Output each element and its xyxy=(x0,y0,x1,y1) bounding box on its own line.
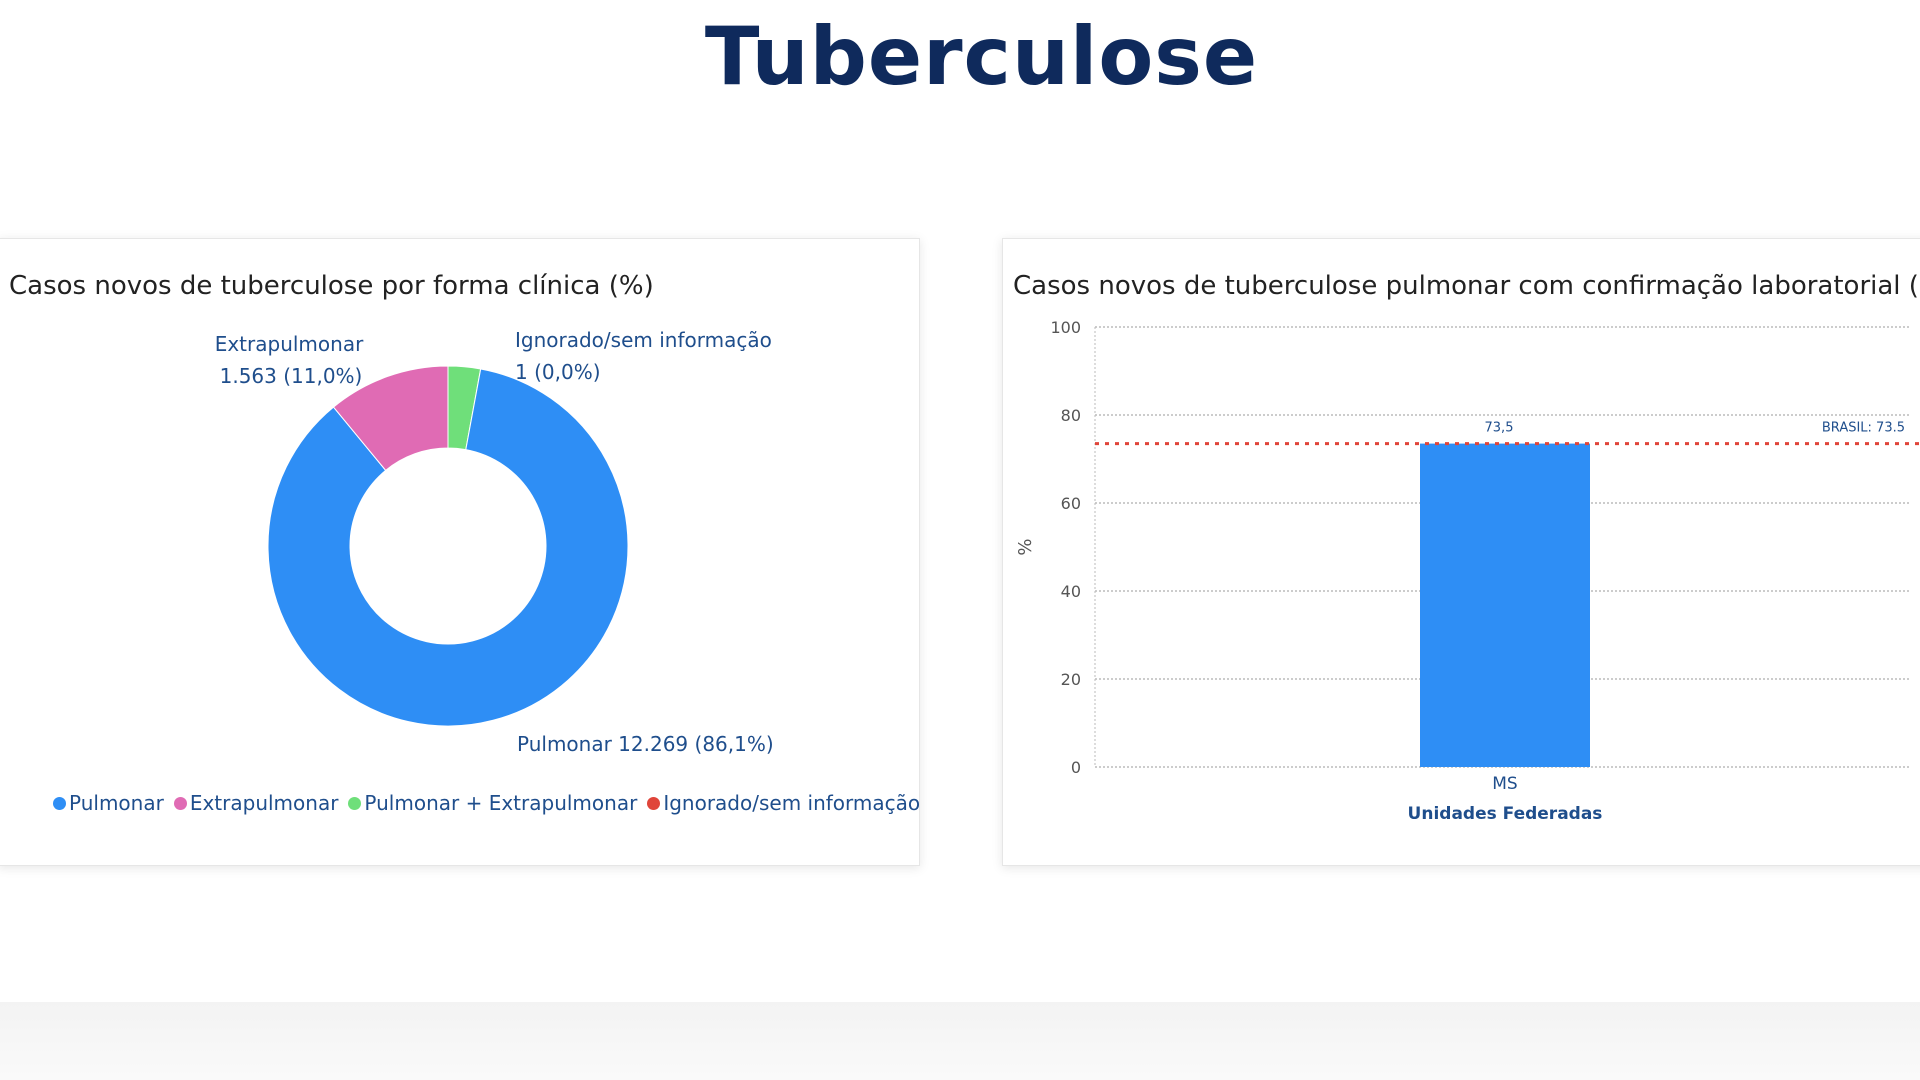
donut-legend: Pulmonar Extrapulmonar Pulmonar + Extrapul… xyxy=(53,791,920,815)
legend-dot xyxy=(53,796,66,810)
bar-value-label: 73,5 xyxy=(1485,421,1514,436)
x-axis-label: Unidades Federadas xyxy=(1408,804,1603,824)
label-pulmonar: Pulmonar 12.269 (86,1%) xyxy=(517,732,774,756)
legend-dot xyxy=(173,796,187,810)
y-tick-label: 0 xyxy=(1071,758,1081,777)
bar-chart-title: Casos novos de tuberculose pulmonar com … xyxy=(1013,271,1920,301)
legend-item-pulmonar[interactable]: Pulmonar xyxy=(53,791,164,815)
page-title: Tuberculose xyxy=(704,10,1259,103)
y-tick-label: 100 xyxy=(1050,318,1081,337)
x-tick-label: MS xyxy=(1492,774,1517,794)
legend-item-extrapulmonar[interactable]: Extrapulmonar xyxy=(173,791,339,815)
legend-label: Pulmonar + Extrapulmonar xyxy=(364,791,638,815)
legend-label: Pulmonar xyxy=(69,791,164,815)
legend-label: Extrapulmonar xyxy=(189,791,339,815)
y-tick-label: 40 xyxy=(1061,582,1081,601)
legend-item-ignorado-sem-informa-o[interactable]: Ignorado/sem informação xyxy=(647,791,920,815)
legend-label: Ignorado/sem informação xyxy=(663,791,921,815)
donut-chart-title: Casos novos de tuberculose por forma clí… xyxy=(9,271,654,301)
bar-ms[interactable] xyxy=(1420,443,1590,767)
bottom-band xyxy=(0,1002,1920,1080)
label-extrapulmonar-value: 1.563 (11,0%) xyxy=(220,364,363,388)
label-ignorado-value: 1 (0,0%) xyxy=(515,360,601,384)
bar-chart-card: Casos novos de tuberculose pulmonar com … xyxy=(1002,238,1920,866)
donut-chart: Extrapulmonar 1.563 (11,0%) Ignorado/sem i… xyxy=(215,328,774,756)
y-tick-label: 20 xyxy=(1061,670,1081,689)
legend-item-pulmonar-extrapulmonar[interactable]: Pulmonar + Extrapulmonar xyxy=(348,791,637,815)
legend-dot xyxy=(647,796,661,810)
reference-line-label: BRASIL: 73.5 xyxy=(1822,421,1905,436)
label-ignorado-name: Ignorado/sem informação xyxy=(515,328,772,352)
label-extrapulmonar-name: Extrapulmonar xyxy=(215,332,364,356)
legend-dot xyxy=(348,796,362,810)
y-tick-label: 80 xyxy=(1061,406,1081,425)
y-tick-label: 60 xyxy=(1061,494,1081,513)
donut-slice-pulmonar[interactable] xyxy=(267,368,629,727)
bar-chart: 0 20 40 60 80 100% 73,5 MS Unidades Federadas BRA… xyxy=(1015,318,1920,824)
y-axis-label: % xyxy=(1015,538,1036,555)
donut-slice-extrapulmonar[interactable] xyxy=(332,365,449,472)
donut-chart-card: Casos novos de tuberculose por forma clí… xyxy=(0,238,920,866)
